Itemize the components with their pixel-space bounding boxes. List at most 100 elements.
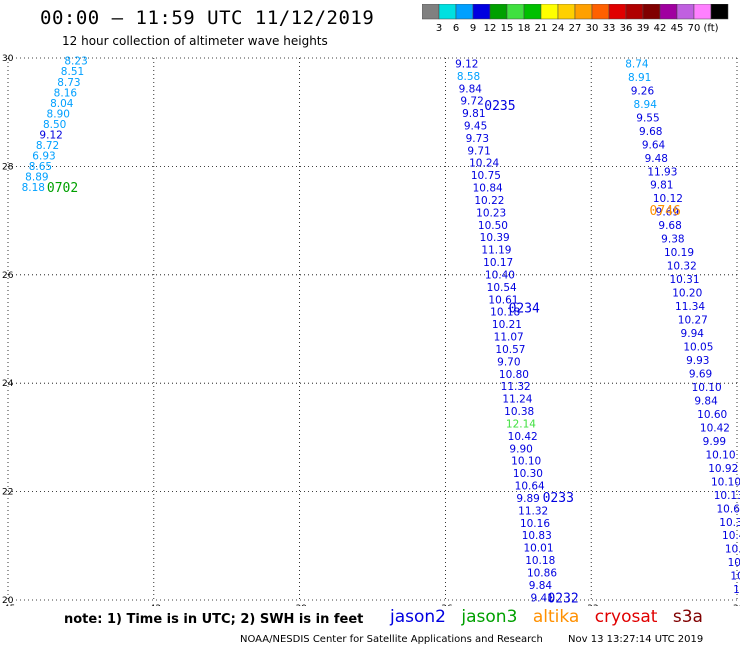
wave-height-point: 9.81 [650, 180, 673, 192]
wave-height-point: 8.58 [457, 71, 480, 83]
wave-height-point: 10.13 [714, 490, 740, 502]
satellite-legend: jason2 jason3 altika cryosat s3a [390, 607, 713, 627]
wave-height-point: 9.84 [694, 395, 718, 407]
wave-height-point: 10.83 [522, 530, 552, 542]
wave-height-point: 8.04 [50, 98, 74, 110]
pass-time-label: 0235 [484, 99, 515, 114]
wave-height-point: 8.65 [29, 161, 52, 173]
wave-height-point: 10.61 [488, 294, 518, 306]
wave-height-point: 11.32 [518, 505, 548, 517]
y-tick-label: 24 [2, 379, 14, 389]
wave-height-point: 10.18 [525, 555, 555, 567]
wave-height-point: 10.57 [495, 344, 525, 356]
wave-height-point: 11.07 [494, 332, 524, 344]
pass-time-label: 0232 [547, 591, 578, 606]
wave-height-point: 8.18 [22, 182, 45, 194]
x-tick-label: -39 [292, 604, 307, 606]
legend-tick-label: 21 [535, 23, 548, 34]
wave-height-point: 10.60 [697, 409, 727, 421]
legend-tick-label: 39 [637, 23, 650, 34]
wave-height-point: 9.48 [645, 153, 668, 165]
wave-height-point: 10.40 [485, 269, 515, 281]
wave-height-point: 8.72 [36, 140, 59, 152]
wave-height-point: 10 [733, 584, 740, 596]
wave-height-point: 9.41 [530, 592, 553, 604]
wave-height-point: 10.50 [478, 220, 508, 232]
wave-height-point: 9.84 [459, 83, 483, 95]
pass-time-label: 0234 [509, 301, 540, 316]
wave-height-point: 10.18 [490, 307, 520, 319]
legend-tick-label: 33 [603, 23, 616, 34]
satellite-name-s3a: s3a [672, 607, 703, 627]
wave-height-point: 9.81 [462, 108, 485, 120]
wave-height-point: 9.84 [529, 580, 553, 592]
y-tick-label: 20 [2, 596, 14, 606]
wave-height-point: 10.01 [523, 543, 553, 555]
wave-height-point: 9.64 [642, 139, 666, 151]
wave-height-point: 9.12 [39, 129, 62, 141]
wave-height-point: 9.69 [656, 207, 679, 219]
legend-tick-label: 15 [501, 23, 514, 34]
wave-height-point: 10.19 [664, 247, 694, 259]
wave-height-point: 10.27 [678, 315, 708, 327]
x-tick-label: -36 [438, 604, 453, 606]
wave-height-point: 10.80 [499, 369, 529, 381]
wave-height-point: 9.55 [636, 112, 659, 124]
legend-tick-label: (ft) [703, 23, 718, 34]
wave-height-point: 11.93 [647, 166, 677, 178]
wave-height-point: 10 [730, 571, 740, 583]
wave-height-point: 11.19 [481, 245, 511, 257]
footer-credit: NOAA/NESDIS Center for Satellite Applica… [240, 634, 543, 645]
wave-height-point: 12.14 [506, 418, 536, 430]
wave-height-point: 10.39 [480, 232, 510, 244]
wave-height-point: 10.10 [705, 449, 735, 461]
legend-tick-label: 6 [453, 23, 459, 34]
wave-height-point: 10.12 [653, 193, 683, 205]
wave-height-point: 11.32 [501, 381, 531, 393]
wave-height-point: 9.93 [686, 355, 709, 367]
x-tick-label: -45 [1, 604, 16, 606]
wave-height-point: 8.89 [25, 171, 48, 183]
wave-height-point: 10.20 [672, 288, 702, 300]
wave-height-point: 10.05 [683, 342, 713, 354]
wave-height-point: 8.94 [634, 99, 658, 111]
wave-height-point: 8.16 [54, 87, 78, 99]
wave-height-point: 10.16 [520, 518, 550, 530]
wave-height-point: 9.73 [466, 133, 489, 145]
footer: NOAA/NESDIS Center for Satellite Applica… [240, 634, 703, 645]
wave-height-point: 9.12 [455, 58, 478, 70]
wave-height-point: 10.64 [515, 481, 545, 493]
wave-height-point: 10.54 [487, 282, 517, 294]
wave-height-point: 10.38 [504, 406, 534, 418]
legend-swatch [710, 4, 729, 20]
wave-height-point: 9.68 [658, 220, 681, 232]
legend-tick-label: 30 [586, 23, 599, 34]
wave-height-point: 10.4 [722, 530, 740, 542]
legend-tick-label: 24 [552, 23, 565, 34]
wave-height-point: 11.24 [502, 394, 532, 406]
legend-tick-label: 42 [654, 23, 667, 34]
wave-height-point: 8.23 [64, 56, 87, 68]
pass-time-label: 0233 [543, 491, 574, 506]
legend-tick-label: 12 [484, 23, 497, 34]
wave-height-point: 9.26 [631, 85, 655, 97]
note-text: note: 1) Time is in UTC; 2) SWH is in fe… [64, 612, 364, 627]
wave-height-point: 10.32 [667, 261, 697, 273]
wave-height-point: 8.74 [625, 58, 649, 70]
wave-height-point: 10.42 [700, 422, 730, 434]
wave-height-point: 9.71 [467, 145, 490, 157]
legend-tick-label: 45 [671, 23, 684, 34]
wave-height-point: 10.37 [719, 517, 740, 529]
wave-height-point: 9.99 [703, 436, 726, 448]
wave-height-point: 10.10 [692, 382, 722, 394]
wave-height-point: 9.69 [689, 368, 712, 380]
satellite-name-cryosat: cryosat [594, 607, 658, 627]
wave-height-point: 10.7 [725, 544, 740, 556]
y-tick-label: 28 [2, 162, 14, 172]
pass-time-label: 0746 [650, 204, 681, 219]
wave-height-point: 8.51 [61, 66, 84, 78]
wave-height-point: 10.24 [469, 158, 499, 170]
wave-height-point: 10.30 [513, 468, 543, 480]
pass-time-label: 0702 [47, 181, 78, 196]
wave-height-point: 6.93 [32, 150, 55, 162]
